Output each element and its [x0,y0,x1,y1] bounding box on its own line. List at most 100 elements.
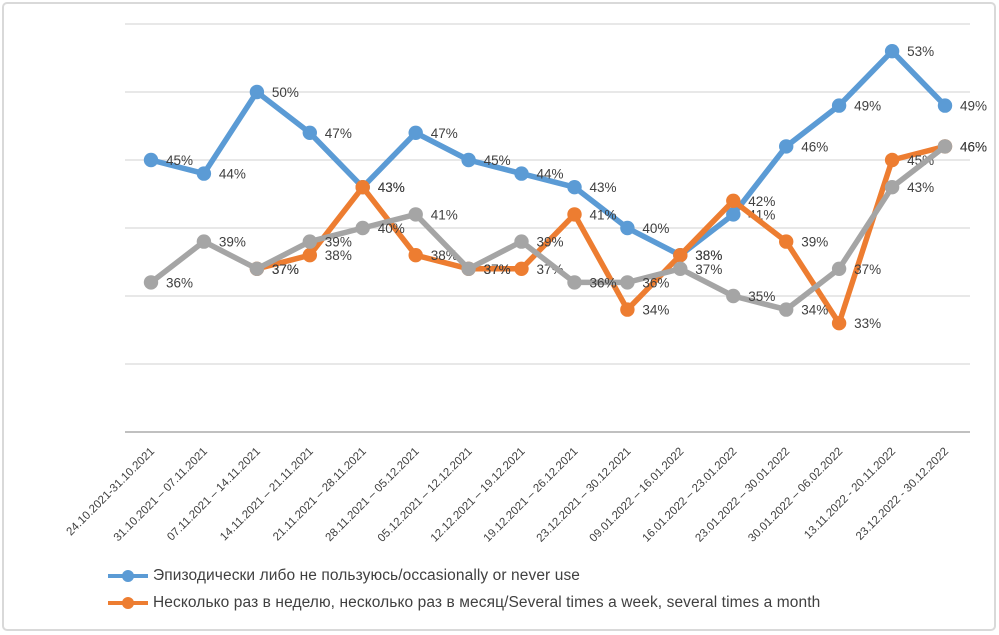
data-point-marker [831,316,847,331]
data-point-marker [831,98,847,113]
data-point-marker [408,248,423,263]
data-label: 38% [325,248,352,263]
series-line [148,48,948,258]
x-axis-label: 13.11.2022 - 20.11.2022 [802,446,898,542]
data-label: 45% [484,153,511,168]
series-2 [143,139,953,317]
data-label: 40% [642,221,669,236]
data-point-marker [779,139,794,154]
data-point-marker [567,180,582,195]
data-label: 38% [695,248,722,263]
series-0-labels: 45% 44% 50% 47% 43% 47% 45% 44% 43% 40% 38% 41% 46% 4… [166,44,987,263]
data-label: 36% [166,275,193,290]
data-label: 49% [854,99,881,114]
data-label: 33% [854,316,881,331]
x-axis-label: 24.10.2021-31.10.2021 [65,446,158,539]
x-axis-label: 21.11.2021 – 28.11.2021 [271,446,369,544]
data-label: 39% [801,235,828,250]
data-point-marker [249,84,265,100]
data-label: 38% [695,248,722,263]
legend-line-marker-icon [108,597,148,610]
series-1 [249,139,953,331]
data-label: 50% [272,85,299,100]
data-label: 36% [590,275,617,290]
data-label: 39% [325,235,352,250]
data-point-marker [884,152,900,168]
data-point-marker [408,125,423,140]
data-label: 46% [801,139,828,154]
legend-label: Эпизодически либо не пользуюсь/occasiona… [153,567,581,584]
data-label: 49% [960,99,987,114]
data-label: 37% [695,262,722,277]
data-label: 41% [590,207,617,222]
x-axis-label: 31.10.2021 – 07.11.2021 [112,446,210,544]
data-label: 44% [219,167,246,182]
data-point-marker [884,44,900,59]
data-label: 37% [484,262,511,277]
data-point-marker [408,207,423,222]
data-point-marker [461,261,476,276]
legend-item-occasionally: Эпизодически либо не пользуюсь/occasiona… [108,566,820,586]
data-point-marker [514,166,529,181]
data-point-marker [196,166,212,181]
data-point-marker [249,261,265,276]
data-point-marker [355,180,370,195]
data-point-marker [673,248,688,263]
data-point-marker [302,125,317,140]
data-point-marker [355,220,370,236]
x-axis-label: 14.11.2021 – 21.11.2021 [218,446,316,544]
data-label: 39% [219,235,246,250]
x-axis-label: 28.11.2021 – 05.12.2021 [323,446,421,544]
data-label: 42% [748,194,775,209]
gridlines [125,23,970,433]
data-point-marker [302,234,317,249]
series-line [148,143,948,313]
series-0 [143,44,953,263]
data-point-marker [937,98,953,113]
x-axis-label: 16.01.2022 – 23.01.2022 [640,446,739,545]
x-axis-label: 23.12.2021 – 30.12.2021 [535,446,634,545]
data-point-marker [673,261,688,276]
data-point-marker [620,220,635,236]
data-point-marker [567,275,582,290]
x-axis-label: 09.01.2022 – 16.01.2022 [588,446,687,545]
data-label: 45% [166,153,193,168]
data-label: 35% [748,289,775,304]
data-point-marker [461,152,476,168]
series-1-labels: 37%38%43%38%37% 37%41%34%38%42%39%33%45%4… [272,139,987,331]
data-label: 46% [960,139,987,154]
data-point-marker [196,234,212,249]
data-label: 43% [378,180,405,195]
data-label: 53% [907,44,934,59]
data-label: 34% [801,303,828,318]
data-label: 47% [325,126,352,141]
data-label: 40% [378,221,405,236]
data-point-marker [884,180,900,195]
chart-legend: Эпизодически либо не пользуюсь/occasiona… [108,566,820,613]
data-label: 37% [272,262,299,277]
data-label: 46% [960,139,987,154]
data-point-marker [143,152,159,168]
data-label: 41% [431,207,458,222]
data-label: 37% [854,262,881,277]
x-axis-label: 05.12.2021 – 12.12.2021 [376,446,475,545]
data-label: 43% [378,180,405,195]
data-label: 44% [537,167,564,182]
legend-label: Несколько раз в неделю, несколько раз в … [153,594,821,611]
data-point-marker [302,248,317,263]
x-axis-label: 23.12.2022 - 30.12.2022 [854,446,951,543]
data-point-marker [620,302,635,317]
data-point-marker [143,275,159,290]
series-line [254,143,948,326]
data-point-marker [831,261,847,276]
data-point-marker [779,234,794,249]
data-point-marker [779,302,794,317]
data-point-marker [726,207,741,222]
data-point-marker [514,234,529,249]
data-label: 37% [484,262,511,277]
data-label: 47% [431,126,458,141]
x-axis-label: 12.12.2021 – 19.12.2021 [429,446,528,545]
data-point-marker [726,193,741,208]
